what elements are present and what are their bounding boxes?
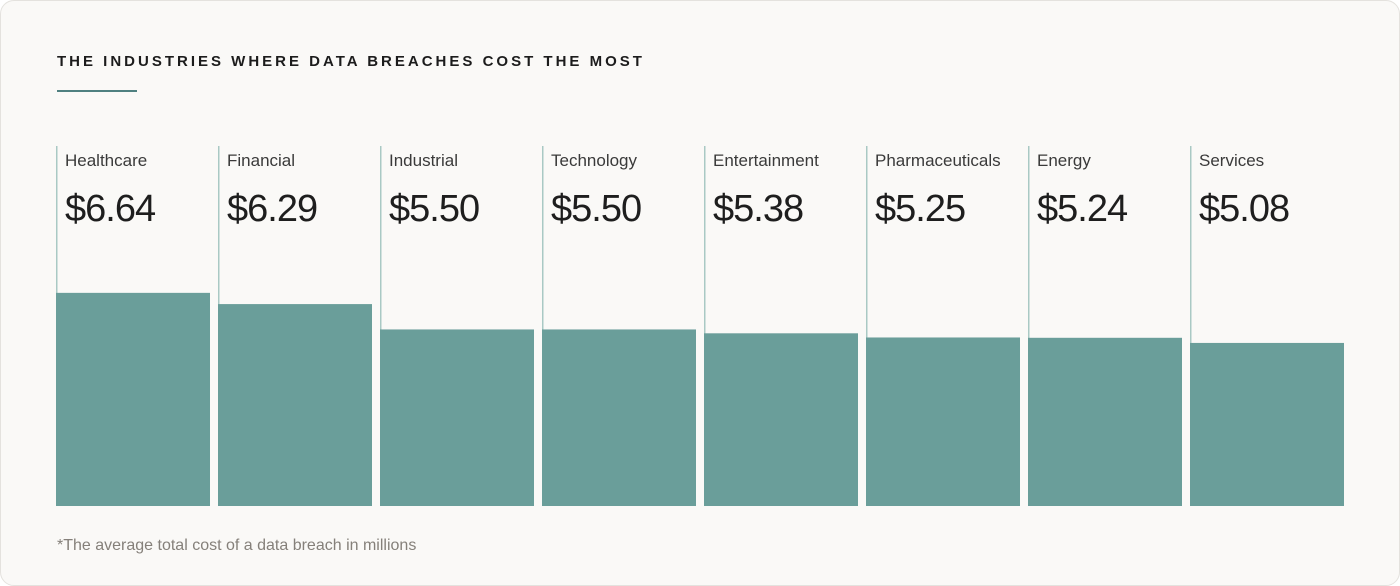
value-label-healthcare: $6.64 xyxy=(65,188,156,230)
value-label-financial: $6.29 xyxy=(227,188,317,230)
category-label-financial: Financial xyxy=(227,151,295,170)
bar-services xyxy=(1190,342,1344,506)
category-label-pharmaceuticals: Pharmaceuticals xyxy=(875,151,1001,170)
value-label-technology: $5.50 xyxy=(551,188,641,230)
bar-industrial xyxy=(380,329,534,506)
category-label-technology: Technology xyxy=(551,151,638,170)
title-underline xyxy=(57,90,137,92)
category-label-services: Services xyxy=(1199,151,1264,170)
category-label-healthcare: Healthcare xyxy=(65,151,147,170)
bar-healthcare xyxy=(56,292,210,506)
category-label-entertainment: Entertainment xyxy=(713,151,819,170)
category-label-energy: Energy xyxy=(1037,151,1091,170)
bar-technology xyxy=(542,329,696,506)
bar-entertainment xyxy=(704,333,858,506)
bar-pharmaceuticals xyxy=(866,337,1020,506)
value-label-pharmaceuticals: $5.25 xyxy=(875,188,965,230)
category-label-industrial: Industrial xyxy=(389,151,458,170)
value-label-services: $5.08 xyxy=(1199,188,1289,230)
chart-footnote: *The average total cost of a data breach… xyxy=(57,537,417,554)
value-label-entertainment: $5.38 xyxy=(713,188,803,230)
bar-financial xyxy=(218,304,372,506)
chart-title: THE INDUSTRIES WHERE DATA BREACHES COST … xyxy=(57,53,645,70)
value-label-energy: $5.24 xyxy=(1037,188,1128,230)
value-label-industrial: $5.50 xyxy=(389,188,479,230)
bar-energy xyxy=(1028,337,1182,506)
